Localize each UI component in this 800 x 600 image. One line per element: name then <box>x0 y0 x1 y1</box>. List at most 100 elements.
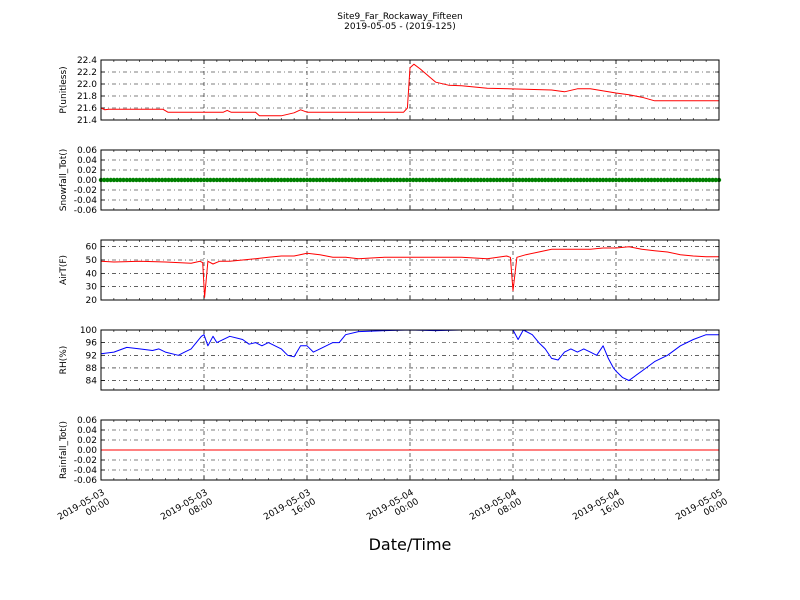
data-point <box>314 177 319 183</box>
data-point <box>372 177 377 183</box>
data-point <box>475 177 480 183</box>
data-point <box>456 177 461 183</box>
data-point <box>362 177 368 183</box>
data-point <box>449 177 454 183</box>
data-point <box>636 177 641 183</box>
data-point <box>485 177 490 183</box>
data-point <box>192 177 197 183</box>
data-point <box>356 177 361 183</box>
data-point <box>243 177 248 183</box>
data-point <box>188 177 194 183</box>
data-point <box>491 177 496 183</box>
data-point <box>208 177 213 183</box>
data-point <box>163 177 168 183</box>
data-point <box>440 177 445 183</box>
data-point <box>633 177 638 183</box>
data-point <box>160 177 165 183</box>
data-point <box>607 177 612 183</box>
data-point <box>137 177 142 183</box>
data-point <box>649 177 654 183</box>
x-tick-label: 2019-05-0316:00 <box>262 488 318 532</box>
data-point <box>102 177 107 183</box>
y-tick-label: 0.06 <box>77 416 97 426</box>
data-point <box>172 177 178 183</box>
data-point <box>530 177 535 183</box>
data-point <box>642 177 648 183</box>
data-point <box>224 177 229 183</box>
axes-frame <box>100 59 720 121</box>
data-point <box>452 177 458 183</box>
y-axis-label: AirT(F) <box>59 255 69 285</box>
data-point <box>118 177 123 183</box>
data-point <box>385 177 390 183</box>
data-point <box>604 177 609 183</box>
data-point <box>205 177 210 183</box>
data-point <box>517 177 522 183</box>
data-point <box>217 177 223 183</box>
data-point <box>597 177 603 183</box>
data-point <box>546 177 551 183</box>
data-point <box>166 177 171 183</box>
y-tick-label: 40 <box>86 269 98 279</box>
y-tick-label: 0.04 <box>77 156 97 166</box>
panel-4: 84 88 92 96 100 RH(%) <box>59 326 720 391</box>
y-tick-label: 22.2 <box>77 68 97 78</box>
data-point <box>520 177 525 183</box>
data-point <box>311 177 316 183</box>
data-point <box>572 177 577 183</box>
data-point <box>346 177 351 183</box>
data-point <box>359 177 364 183</box>
data-point <box>469 177 474 183</box>
x-tick-label: 2019-05-0500:00 <box>674 488 730 532</box>
data-point <box>333 177 339 183</box>
data-point <box>707 177 712 183</box>
data-point <box>369 177 374 183</box>
data-point <box>298 177 303 183</box>
data-point <box>349 177 355 183</box>
chart-title: Site9_Far_Rockaway_Fifteen <box>337 12 463 22</box>
data-point <box>488 177 493 183</box>
data-point <box>259 177 265 183</box>
data-point <box>108 177 113 183</box>
y-tick-label: 0.04 <box>77 426 97 436</box>
data-point <box>584 177 590 183</box>
data-point <box>655 177 660 183</box>
data-point <box>153 177 158 183</box>
y-axis-label: P(unitless) <box>59 66 69 113</box>
data-point <box>272 177 277 183</box>
panel-3: 20 30 40 50 60 AirT(F) <box>59 239 720 306</box>
data-point <box>423 177 429 183</box>
data-point <box>684 177 689 183</box>
data-point <box>430 177 435 183</box>
y-tick-label: 100 <box>80 326 97 336</box>
data-point <box>497 177 503 183</box>
data-point <box>337 177 342 183</box>
data-point <box>105 177 110 183</box>
data-point <box>433 177 438 183</box>
data-point <box>594 177 599 183</box>
data-point <box>111 177 117 183</box>
data-point <box>539 177 545 183</box>
data-point <box>504 177 509 183</box>
y-tick-label: -0.02 <box>74 456 97 466</box>
data-point <box>176 177 181 183</box>
data-point <box>240 177 245 183</box>
y-tick-label: 84 <box>86 377 98 387</box>
y-tick-label: 30 <box>86 283 98 293</box>
data-point <box>562 177 567 183</box>
data-point <box>697 177 702 183</box>
series-line <box>100 63 719 117</box>
data-point <box>285 177 290 183</box>
data-point <box>591 177 596 183</box>
x-tick-labels: 2019-05-0300:00 2019-05-0308:00 2019-05-03… <box>56 488 730 532</box>
y-tick-label: -0.06 <box>74 476 98 486</box>
y-tick-label: 0.00 <box>77 446 97 456</box>
data-point <box>552 177 557 183</box>
data-point <box>291 177 297 183</box>
data-point <box>565 177 570 183</box>
data-point <box>646 177 651 183</box>
data-point <box>462 177 467 183</box>
data-point <box>691 177 696 183</box>
y-tick-label: 0.02 <box>77 166 97 176</box>
data-point <box>127 177 133 183</box>
